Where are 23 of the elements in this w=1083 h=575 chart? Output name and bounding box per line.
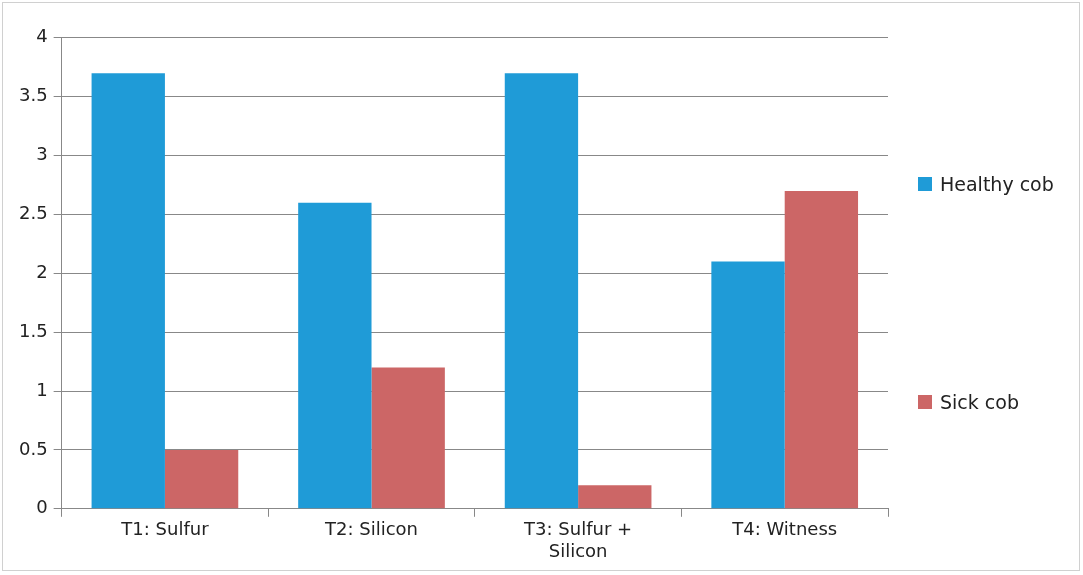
y-tick-label: 1 [36,378,48,400]
x-tick-label: T3: Sulfur + Silicon [523,518,633,561]
y-tick-label: 1.5 [18,319,48,341]
y-tick-label: 0 [36,496,48,518]
bar [711,261,785,509]
y-tick-label: 2 [36,260,48,282]
y-tick-label: 0.5 [18,437,48,459]
bar [578,485,652,509]
bar [784,190,859,509]
legend-label: Sick cob [940,391,1019,413]
x-tick-label: T4: Witness [731,518,838,540]
bar [164,449,239,509]
bar [298,202,372,509]
x-tick-label: T1: Sulfur [120,518,210,540]
y-tick-label: 4 [36,25,48,47]
bar [91,73,165,509]
bar [371,367,445,509]
y-tick-label: 3.5 [18,84,48,106]
bar [504,73,579,509]
legend-label: Healthy cob [940,173,1054,195]
x-tick-label: T2: Silicon [324,518,419,540]
y-tick-label: 2.5 [18,202,48,224]
y-tick-label: 3 [36,143,48,165]
